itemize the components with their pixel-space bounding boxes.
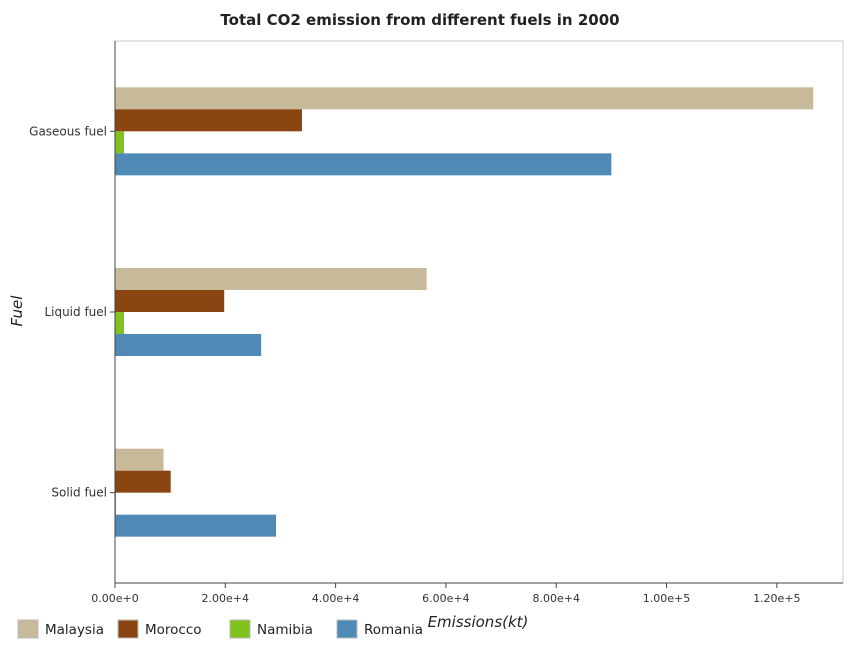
bar-namibia-liquid-fuel bbox=[115, 312, 125, 334]
bar-romania-solid-fuel bbox=[115, 514, 277, 537]
legend-label-romania: Romania bbox=[364, 622, 423, 638]
bar-malaysia-gaseous-fuel bbox=[115, 87, 814, 110]
x-tick-label: 0.00e+0 bbox=[91, 592, 138, 605]
bar-malaysia-solid-fuel bbox=[115, 448, 164, 471]
x-tick-label: 6.00e+4 bbox=[422, 592, 469, 605]
bar-morocco-liquid-fuel bbox=[115, 290, 225, 312]
legend-label-malaysia: Malaysia bbox=[45, 622, 104, 638]
y-tick-label: Gaseous fuel bbox=[29, 124, 107, 138]
legend-label-morocco: Morocco bbox=[145, 622, 202, 638]
y-tick-label: Solid fuel bbox=[51, 486, 107, 500]
x-tick-label: 1.00e+5 bbox=[643, 592, 690, 605]
x-tick-label: 2.00e+4 bbox=[202, 592, 249, 605]
bar-morocco-solid-fuel bbox=[115, 470, 171, 493]
y-axis-label: Fuel bbox=[8, 295, 26, 327]
bar-romania-liquid-fuel bbox=[115, 334, 262, 356]
bar-namibia-gaseous-fuel bbox=[115, 131, 125, 154]
x-tick-label: 4.00e+4 bbox=[312, 592, 359, 605]
x-axis-label: Emissions(kt) bbox=[428, 613, 529, 631]
x-tick-label: 8.00e+4 bbox=[532, 592, 579, 605]
legend-swatch-malaysia bbox=[17, 619, 39, 639]
y-tick-label: Liquid fuel bbox=[44, 305, 107, 319]
bar-romania-gaseous-fuel bbox=[115, 153, 612, 176]
bar-malaysia-liquid-fuel bbox=[115, 268, 427, 290]
x-tick-label: 1.20e+5 bbox=[753, 592, 800, 605]
legend-swatch-namibia bbox=[229, 619, 251, 639]
legend-label-namibia: Namibia bbox=[257, 622, 313, 638]
legend-swatch-morocco bbox=[117, 619, 139, 639]
bar-morocco-gaseous-fuel bbox=[115, 109, 302, 132]
chart-title: Total CO2 emission from different fuels … bbox=[220, 11, 619, 29]
legend-swatch-romania bbox=[336, 619, 358, 639]
